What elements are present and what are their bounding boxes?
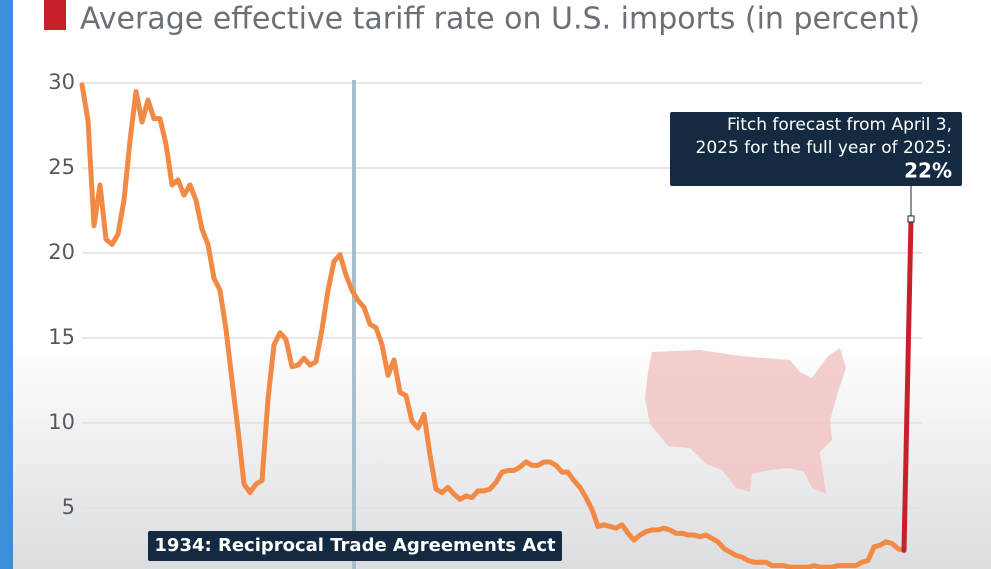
- y-tick-label: 15: [48, 325, 75, 349]
- forecast-text: Fitch forecast from April 3,: [727, 115, 952, 135]
- y-tick-label: 30: [48, 70, 75, 94]
- forecast-value-label: 22%: [904, 159, 952, 183]
- title-marker: [44, 0, 66, 30]
- event-label: 1934: Reciprocal Trade Agreements Act: [154, 535, 556, 556]
- forecast-point: [907, 215, 915, 223]
- forecast-box: [670, 112, 962, 186]
- y-tick-label: 25: [48, 155, 75, 179]
- event-label-box: [148, 531, 562, 561]
- y-tick-label: 10: [48, 410, 75, 434]
- forecast-line: [901, 216, 914, 553]
- grid: 5 10 15 20 25 30: [48, 70, 922, 519]
- y-tick-label: 20: [48, 240, 75, 264]
- plot: [79, 82, 915, 569]
- data-line: [79, 82, 907, 569]
- y-tick-label: 5: [62, 495, 75, 519]
- us-map: [645, 348, 846, 494]
- screen-edge: [0, 0, 13, 569]
- forecast-text: 2025 for the full year of 2025:: [696, 138, 952, 158]
- chart-title: Average effective tariff rate on U.S. im…: [80, 2, 920, 37]
